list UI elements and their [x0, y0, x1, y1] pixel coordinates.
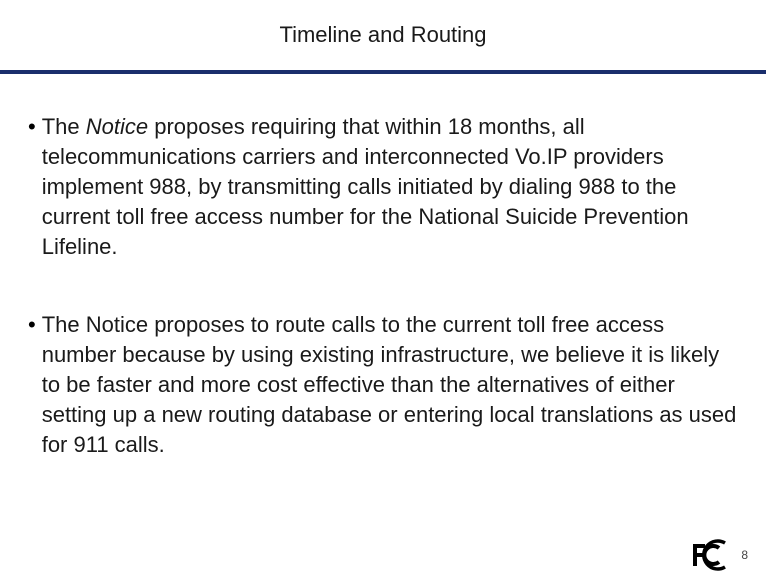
text-rest: The Notice proposes to route calls to th…	[42, 312, 737, 457]
bullet-text: The Notice proposes requiring that withi…	[42, 112, 738, 262]
content-area: • The Notice proposes requiring that wit…	[0, 74, 766, 460]
footer: 8	[689, 538, 748, 572]
bullet-dot: •	[28, 112, 36, 262]
page-number: 8	[741, 548, 748, 562]
bullet-item: • The Notice proposes requiring that wit…	[28, 112, 738, 262]
bullet-text: The Notice proposes to route calls to th…	[42, 310, 738, 460]
bullet-dot: •	[28, 310, 36, 460]
slide: Timeline and Routing • The Notice propos…	[0, 0, 766, 586]
text-italic: Notice	[86, 114, 148, 139]
fcc-logo-icon	[689, 538, 731, 572]
text-prefix: The	[42, 114, 86, 139]
slide-title: Timeline and Routing	[0, 22, 766, 48]
title-area: Timeline and Routing	[0, 0, 766, 48]
bullet-item: • The Notice proposes to route calls to …	[28, 310, 738, 460]
